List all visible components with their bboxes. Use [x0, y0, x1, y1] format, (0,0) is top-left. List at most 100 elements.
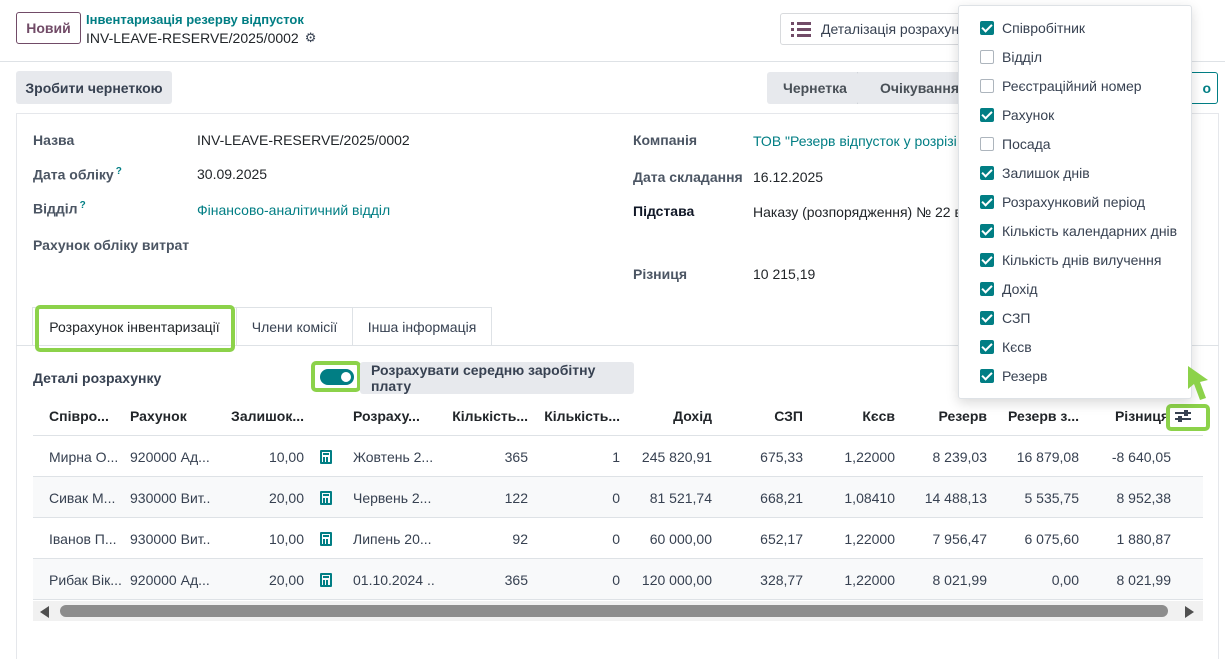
cell-excluded-days: 0	[612, 489, 620, 506]
cell-calendar-days: 92	[512, 530, 528, 547]
col-employee[interactable]: Співро...	[49, 407, 109, 424]
col-days-left[interactable]: Залишок...	[231, 407, 304, 424]
col-calendar-days[interactable]: Кількість...	[453, 407, 528, 424]
help-icon[interactable]: ?	[79, 200, 86, 211]
calculator-icon[interactable]	[320, 490, 332, 505]
cell-employee: Іванов П...	[49, 530, 117, 547]
column-option[interactable]: Співробітник	[980, 18, 1085, 38]
checkbox[interactable]	[980, 108, 994, 122]
cell-difference: 8 021,99	[1116, 571, 1172, 588]
calculator-icon[interactable]	[320, 449, 332, 464]
calculation-detail-label: Деталізація розрахунку	[821, 21, 973, 37]
checkbox[interactable]	[980, 195, 994, 209]
department-value[interactable]: Фінансово-аналітичний відділ	[197, 202, 391, 218]
col-reserve-start[interactable]: Резерв з...	[1007, 407, 1079, 424]
checkbox[interactable]	[980, 137, 994, 151]
column-option-label: Резерв	[1002, 368, 1048, 384]
checkbox[interactable]	[980, 50, 994, 64]
cell-calendar-days: 122	[504, 489, 528, 506]
column-option[interactable]: Розрахунковий період	[980, 192, 1145, 212]
tab-other-info[interactable]: Інша інформація	[352, 307, 492, 345]
checkbox[interactable]	[980, 21, 994, 35]
gear-icon[interactable]: ⚙	[304, 30, 317, 45]
calculator-icon[interactable]	[320, 572, 332, 587]
cell-kesv: 1,22000	[844, 530, 895, 547]
cell-income: 120 000,00	[641, 571, 712, 588]
checkbox[interactable]	[980, 340, 994, 354]
scroll-left-icon[interactable]	[40, 606, 49, 618]
average-salary-button[interactable]: Розрахувати середню заробітну плату	[360, 362, 634, 394]
checkbox[interactable]	[980, 166, 994, 180]
column-option[interactable]: СЗП	[980, 308, 1030, 328]
accounting-date-label: Дата обліку?	[33, 166, 122, 183]
col-difference[interactable]: Різниця	[1114, 407, 1169, 424]
table-row[interactable]: Сивак М... 930000 Вит... 20,00 Червень 2...…	[33, 477, 1203, 518]
column-option[interactable]: Рахунок	[980, 105, 1054, 125]
checkbox[interactable]	[980, 311, 994, 325]
cell-reserve-start: 16 879,08	[1016, 448, 1079, 465]
cell-calc[interactable]	[320, 559, 340, 600]
cell-avg-salary: 675,33	[760, 448, 803, 465]
column-option[interactable]: Посада	[980, 134, 1051, 154]
column-option-label: Рахунок	[1002, 107, 1055, 123]
horizontal-scrollbar[interactable]	[33, 601, 1203, 621]
column-option-label: Кількість днів вилучення	[1002, 252, 1162, 268]
column-option-label: Відділ	[1002, 49, 1043, 65]
calculation-detail-button[interactable]: Деталізація розрахунку	[780, 13, 980, 45]
col-period[interactable]: Розраху...	[353, 407, 420, 424]
column-option[interactable]: Кількість днів вилучення	[980, 250, 1161, 270]
stage-draft[interactable]: Чернетка	[767, 72, 865, 104]
compile-date-value[interactable]: 16.12.2025	[753, 169, 824, 185]
company-value[interactable]: ТОВ "Резерв відпусток у розрізі	[753, 133, 957, 149]
column-option[interactable]: Резерв	[980, 366, 1047, 386]
checkbox[interactable]	[980, 79, 994, 93]
cell-calc[interactable]	[320, 477, 340, 518]
col-account[interactable]: Рахунок	[130, 407, 187, 424]
column-option[interactable]: Дохід	[980, 279, 1038, 299]
table-row[interactable]: Мирна О... 920000 Ад... 10,00 Жовтень 2... 3…	[33, 436, 1203, 477]
column-option[interactable]: Реєстраційний номер	[980, 76, 1142, 96]
calculator-icon[interactable]	[320, 531, 332, 546]
scroll-right-icon[interactable]	[1185, 606, 1194, 618]
checkbox[interactable]	[980, 282, 994, 296]
col-reserve[interactable]: Резерв	[938, 407, 988, 424]
cell-calc[interactable]	[320, 436, 340, 477]
cell-income: 81 521,74	[649, 489, 712, 506]
cell-period: Липень 20...	[353, 530, 432, 547]
col-excluded-days[interactable]: Кількість...	[544, 407, 620, 424]
cell-account: 920000 Ад...	[130, 571, 210, 588]
column-option[interactable]: Кількість календарних днів	[980, 221, 1177, 241]
column-option[interactable]: Кєсв	[980, 337, 1032, 357]
col-kesv[interactable]: Кєсв	[862, 407, 895, 424]
breadcrumb-parent-link[interactable]: Інвентаризація резерву відпусток	[86, 12, 304, 27]
cell-avg-salary: 668,21	[760, 489, 803, 506]
scrollbar-thumb[interactable]	[60, 605, 1168, 617]
col-income[interactable]: Дохід	[673, 407, 712, 424]
tab-inventory-calculation[interactable]: Розрахунок інвентаризації	[32, 307, 237, 345]
column-option-label: Співробітник	[1002, 20, 1086, 36]
table-row[interactable]: Іванов П... 930000 Вит... 10,00 Липень 20..…	[33, 518, 1203, 559]
checkbox[interactable]	[980, 369, 994, 383]
cell-calc[interactable]	[320, 518, 340, 559]
cell-days-left: 10,00	[268, 448, 304, 465]
name-value[interactable]: INV-LEAVE-RESERVE/2025/0002	[197, 132, 410, 148]
tab-commission-members[interactable]: Члени комісії	[236, 307, 353, 345]
average-salary-toggle[interactable]	[320, 369, 354, 385]
set-draft-button[interactable]: Зробити чернеткою	[16, 71, 172, 104]
basis-value[interactable]: Наказу (розпорядження) № 22 в	[753, 204, 958, 220]
col-avg-salary[interactable]: СЗП	[774, 407, 803, 424]
table-row[interactable]: Рибак Вік... 920000 Ад... 20,00 01.10.2024 …	[33, 559, 1203, 600]
accounting-date-value[interactable]: 30.09.2025	[197, 166, 268, 182]
new-button[interactable]: Новий	[16, 12, 81, 44]
column-options-icon[interactable]	[1175, 409, 1191, 423]
help-icon[interactable]: ?	[115, 166, 122, 177]
breadcrumb-current: INV-LEAVE-RESERVE/2025/0002 ⚙	[86, 30, 316, 46]
column-option[interactable]: Залишок днів	[980, 163, 1090, 183]
cell-reserve-start: 6 075,60	[1024, 530, 1080, 547]
column-option-label: Дохід	[1002, 281, 1038, 297]
column-option[interactable]: Відділ	[980, 47, 1042, 67]
checkbox[interactable]	[980, 224, 994, 238]
difference-label: Різниця	[633, 266, 688, 282]
tab-divider	[16, 345, 1219, 346]
checkbox[interactable]	[980, 253, 994, 267]
